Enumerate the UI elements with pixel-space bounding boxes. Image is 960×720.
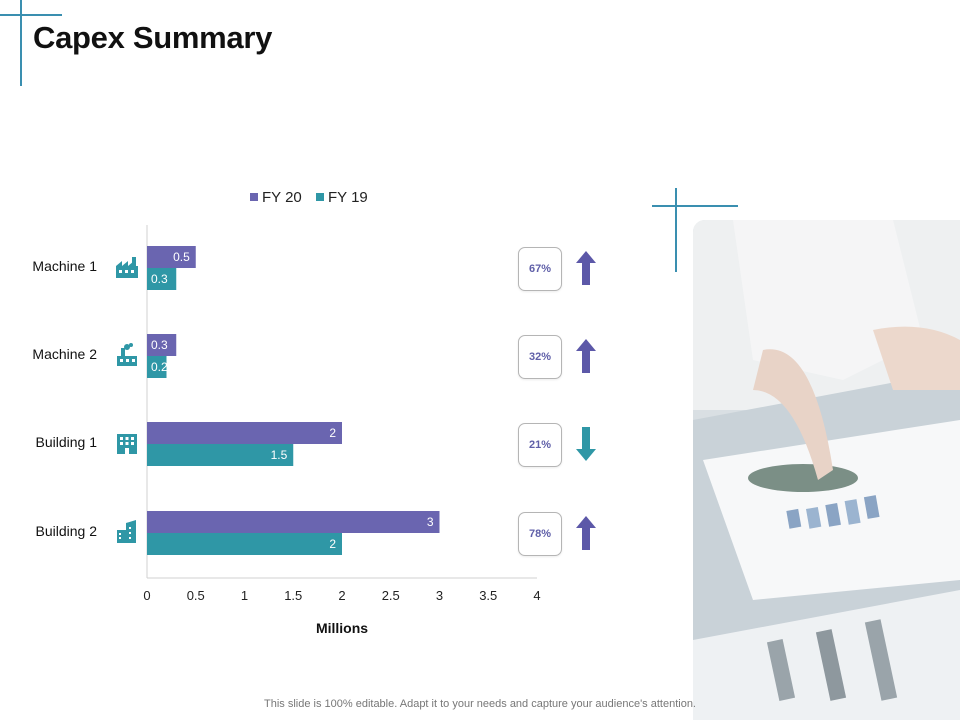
- decorative-line-horizontal-right: [652, 205, 738, 207]
- category-label: Building 2: [35, 523, 98, 539]
- x-tick-label: 1: [241, 588, 248, 603]
- percent-change-badge: 67%: [518, 247, 562, 291]
- category-label: Building 1: [35, 434, 98, 450]
- bar-fy20-machine-2: [147, 334, 177, 356]
- decorative-line-horizontal: [0, 14, 62, 16]
- x-tick-label: 3: [436, 588, 443, 603]
- x-tick-label: 3.5: [479, 588, 497, 603]
- arrow-up-icon: [576, 251, 596, 285]
- legend-swatch-fy19: [316, 193, 324, 201]
- buildings-icon: [114, 519, 140, 545]
- data-label: 0.3: [151, 272, 168, 286]
- decorative-line-vertical: [20, 0, 22, 86]
- data-label: 2: [329, 426, 336, 440]
- factory-icon: [114, 254, 140, 280]
- x-tick-label: 0: [143, 588, 150, 603]
- bar-fy19-machine-1: [147, 268, 177, 290]
- decorative-line-vertical-right: [675, 188, 677, 272]
- bar-fy20-building-2: [147, 511, 440, 533]
- x-tick-label: 0.5: [187, 588, 205, 603]
- bar-fy19-machine-2: [147, 356, 167, 378]
- x-axis-title: Millions: [316, 620, 368, 636]
- bar-fy20-building-1: [147, 422, 342, 444]
- x-tick-label: 2.5: [382, 588, 400, 603]
- bar-fy19-building-2: [147, 533, 342, 555]
- office-building-icon: [114, 430, 140, 456]
- category-label: Machine 1: [32, 258, 97, 274]
- data-label: 0.2: [151, 360, 168, 374]
- data-label: 3: [427, 515, 434, 529]
- percent-change-badge: 32%: [518, 335, 562, 379]
- arrow-up-icon: [576, 339, 596, 373]
- data-label: 0.3: [151, 338, 168, 352]
- data-label: 2: [329, 537, 336, 551]
- x-tick-label: 4: [533, 588, 540, 603]
- category-label: Machine 2: [32, 346, 97, 362]
- plant-icon: [114, 342, 140, 368]
- x-tick-label: 2: [338, 588, 345, 603]
- percent-change-badge: 78%: [518, 512, 562, 556]
- footer-note: This slide is 100% editable. Adapt it to…: [264, 698, 696, 710]
- data-label: 1.5: [271, 448, 288, 462]
- percent-change-badge: 21%: [518, 423, 562, 467]
- arrow-down-icon: [576, 427, 596, 461]
- page-title: Capex Summary: [33, 20, 273, 55]
- x-tick-label: 1.5: [284, 588, 302, 603]
- arrow-up-icon: [576, 516, 596, 550]
- legend-label: FY 19: [328, 189, 368, 206]
- bar-fy20-machine-1: [147, 246, 196, 268]
- legend-swatch-fy20: [250, 193, 258, 201]
- legend-label: FY 20: [262, 189, 302, 206]
- business-meeting-photo: [693, 220, 960, 720]
- data-label: 0.5: [173, 250, 190, 264]
- bar-fy19-building-1: [147, 444, 294, 466]
